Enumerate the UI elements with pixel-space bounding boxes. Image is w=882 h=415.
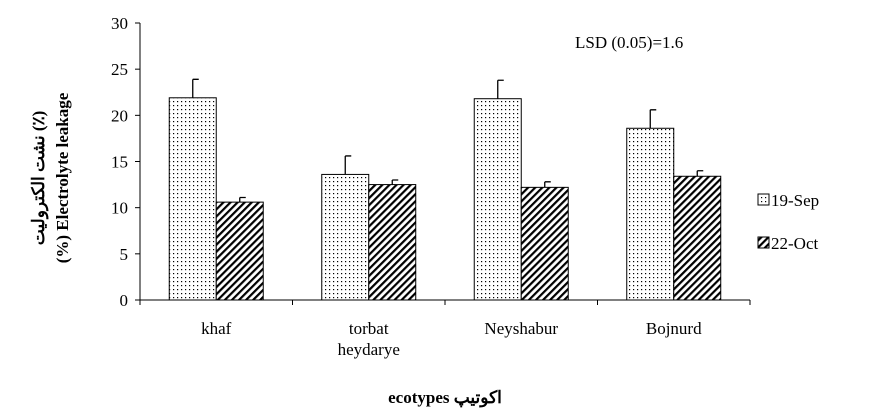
y-tick-label: 10 bbox=[111, 199, 128, 218]
annotation: LSD (0.05)=1.6 bbox=[575, 33, 683, 52]
bar bbox=[215, 201, 264, 301]
y-tick-label: 25 bbox=[111, 60, 128, 79]
error-bar bbox=[649, 109, 657, 129]
legend-label: 19-Sep bbox=[771, 191, 819, 210]
bar bbox=[673, 175, 722, 301]
x-axis-label: ecotypes اکوتیپ bbox=[388, 388, 502, 408]
error-bar bbox=[239, 196, 246, 203]
error-bar bbox=[391, 179, 399, 185]
y-axis-label: (%) Electrolyte leakage bbox=[53, 92, 72, 263]
error-bar bbox=[497, 79, 504, 99]
x-tick-label: khaf bbox=[201, 319, 232, 338]
y-tick-label: 15 bbox=[111, 153, 128, 172]
y-tick-label: 0 bbox=[120, 291, 129, 310]
x-tick-label: Bojnurd bbox=[645, 319, 702, 338]
y-tick-label: 30 bbox=[111, 14, 128, 33]
error-bar bbox=[192, 78, 199, 98]
legend-swatch bbox=[757, 236, 770, 249]
error-bar bbox=[544, 181, 551, 188]
x-tick-label: Neyshabur bbox=[484, 319, 559, 338]
bar bbox=[168, 97, 217, 301]
y-axis-label: نشت الکترولیت (٪) bbox=[29, 111, 49, 246]
y-tick-label: 20 bbox=[111, 106, 128, 125]
error-bar bbox=[696, 170, 704, 177]
bar bbox=[368, 184, 417, 301]
bar bbox=[473, 98, 522, 301]
error-bar bbox=[344, 155, 352, 175]
bar bbox=[321, 173, 370, 301]
legend-label: 22-Oct bbox=[771, 234, 818, 253]
legend-swatch bbox=[757, 193, 770, 206]
bar bbox=[626, 127, 675, 301]
x-tick-label: torbat heydarye bbox=[337, 319, 400, 359]
y-tick-label: 5 bbox=[120, 245, 129, 264]
bar bbox=[520, 186, 569, 301]
